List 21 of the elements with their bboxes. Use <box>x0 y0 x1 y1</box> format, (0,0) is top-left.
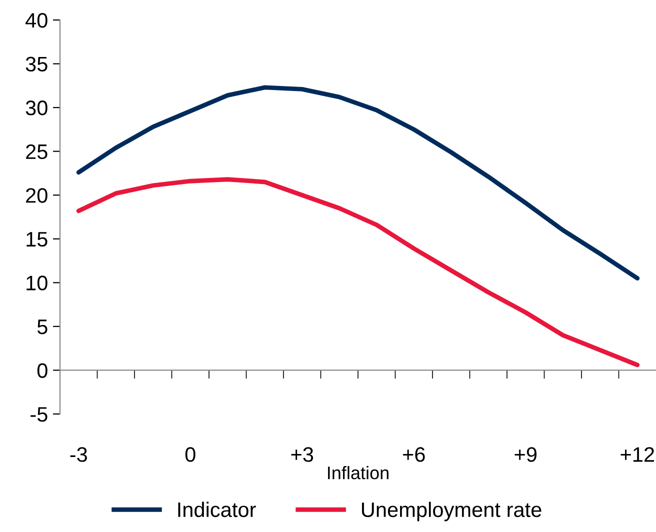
y-tick-label: 10 <box>26 276 48 290</box>
y-tick-label: -5 <box>30 407 48 422</box>
line-series <box>76 177 640 368</box>
x-axis-title: Inflation <box>328 466 388 480</box>
line-series <box>76 85 640 281</box>
x-tick-label: 0 <box>185 447 196 462</box>
x-tick-label: +6 <box>403 447 425 462</box>
y-tick-label: 25 <box>26 144 48 160</box>
x-tick-label: -3 <box>70 447 87 462</box>
x-tick-label: +3 <box>291 447 314 462</box>
legend-label: Unemployment rate <box>362 502 542 522</box>
y-tick-label: 5 <box>37 320 48 334</box>
y-tick-label: 35 <box>26 56 48 72</box>
y-tick-label: 0 <box>37 363 48 378</box>
y-tick-label: 30 <box>26 100 48 116</box>
y-tick-label: 20 <box>26 188 48 203</box>
x-tick-label: +9 <box>514 447 537 462</box>
legend-label: Indicator <box>178 502 256 518</box>
x-tick-label: +12 <box>620 447 654 462</box>
y-tick-label: 40 <box>26 13 48 28</box>
y-tick-label: 15 <box>26 232 48 247</box>
